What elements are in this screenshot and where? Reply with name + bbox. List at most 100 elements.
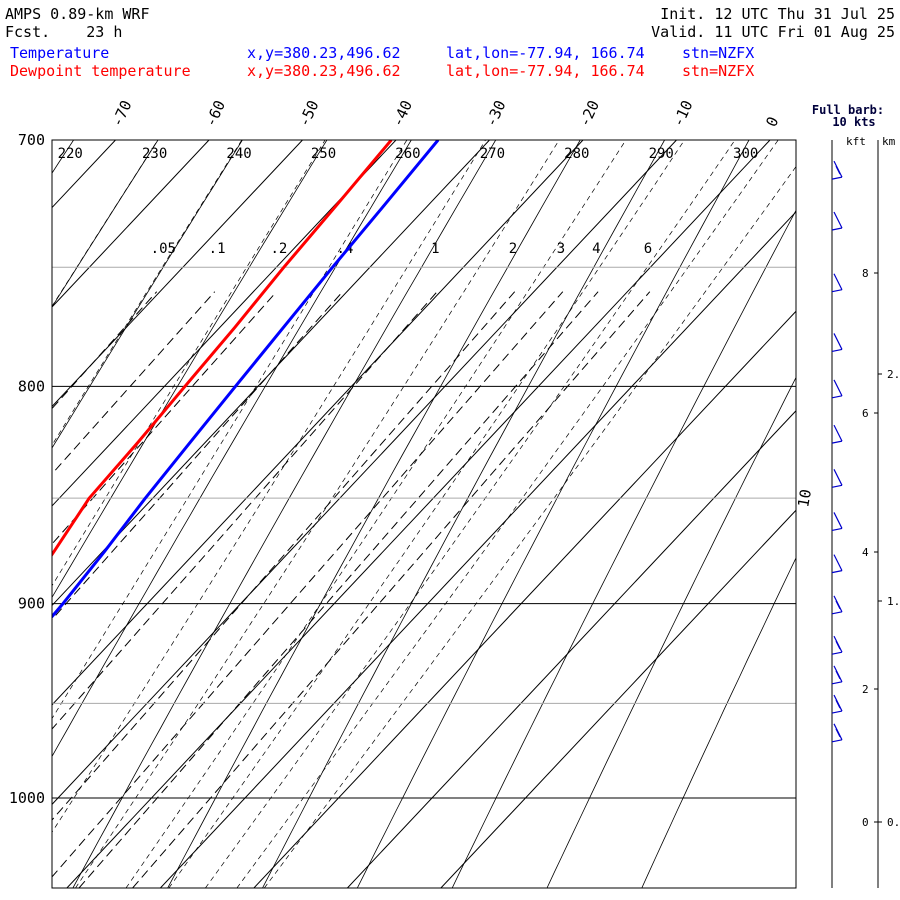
theta-label: 220 bbox=[58, 146, 83, 162]
legend-dewpoint-xy: x,y=380.23,496.62 bbox=[247, 62, 401, 80]
wind-barb-staff bbox=[831, 651, 843, 655]
isotherm-line bbox=[440, 509, 796, 888]
wind-barb-flag bbox=[833, 333, 843, 350]
dry-adiabat-line bbox=[546, 376, 796, 888]
temperature-profile-line bbox=[52, 140, 440, 619]
kft-label: kft bbox=[846, 135, 866, 148]
wind-barb-flag bbox=[833, 512, 843, 529]
wind-barb-staff bbox=[831, 176, 843, 180]
isotherm-line bbox=[52, 140, 584, 706]
dry-adiabat-line bbox=[52, 140, 243, 449]
wind-barb bbox=[831, 379, 843, 399]
isotherm-label: -30 bbox=[482, 98, 510, 130]
dry-adiabat-line bbox=[167, 140, 581, 888]
wind-barb bbox=[831, 723, 843, 743]
isotherm-line bbox=[52, 140, 116, 209]
legend-dewpoint-latlon: lat,lon=-77.94, 166.74 bbox=[446, 62, 645, 80]
wind-barb bbox=[831, 333, 843, 353]
isotherm-label-10: 10 bbox=[794, 488, 815, 509]
dry-adiabat-line bbox=[72, 140, 497, 888]
legend-temperature-name: Temperature bbox=[10, 44, 110, 62]
isotherm-line bbox=[253, 310, 796, 888]
mixing-ratio-line bbox=[52, 291, 343, 621]
isotherm-line bbox=[52, 140, 490, 607]
theta-label: 240 bbox=[226, 146, 251, 162]
legend-temperature-latlon: lat,lon=-77.94, 166.74 bbox=[446, 44, 645, 62]
dry-adiabat-line bbox=[451, 209, 796, 888]
mixing-ratio-label: .05 bbox=[151, 241, 176, 257]
mixing-ratio-label: .2 bbox=[270, 241, 287, 257]
legend-dewpoint-name: Dewpoint temperature bbox=[10, 62, 191, 80]
dry-adiabat-line bbox=[641, 557, 796, 888]
moist-adiabat-line bbox=[125, 140, 627, 888]
moist-adiabat-line bbox=[236, 140, 779, 888]
wind-barb-flag bbox=[833, 211, 843, 229]
isotherm-line bbox=[52, 140, 210, 308]
km-tick-label: 1. bbox=[887, 595, 900, 608]
wind-barb-staff bbox=[831, 611, 843, 615]
kft-tick-label: 0 bbox=[862, 816, 869, 829]
mixing-ratio-label: .1 bbox=[209, 241, 226, 257]
pressure-label: 1000 bbox=[9, 789, 45, 807]
kft-tick-label: 6 bbox=[862, 407, 869, 420]
dry-adiabat-line bbox=[52, 140, 412, 758]
theta-label: 260 bbox=[395, 146, 420, 162]
moist-adiabat-line bbox=[52, 140, 243, 446]
valid-time: Valid. 11 UTC Fri 01 Aug 25 bbox=[651, 23, 895, 41]
wind-barb-column: Full barb:10 kts kft km 8 6 4 2 0 2. 1. 0. bbox=[812, 103, 900, 888]
theta-label: 250 bbox=[311, 146, 336, 162]
mixing-ratio-line bbox=[52, 291, 516, 821]
model-title: AMPS 0.89-km WRF bbox=[5, 5, 150, 23]
barb-legend-line1: Full barb: bbox=[812, 103, 884, 117]
wind-barb-staff bbox=[831, 484, 843, 488]
theta-label: 230 bbox=[142, 146, 167, 162]
legend-dewpoint-stn: stn=NZFX bbox=[682, 62, 755, 80]
mixing-ratio-label: 1 bbox=[431, 241, 439, 257]
wind-barb bbox=[831, 211, 843, 231]
km-tick-label: 0. bbox=[887, 816, 900, 829]
moist-adiabat-line bbox=[52, 140, 326, 587]
moist-adiabat-line bbox=[52, 140, 159, 307]
mixing-ratio-label: 3 bbox=[557, 241, 565, 257]
theta-label: 280 bbox=[564, 146, 589, 162]
wind-barb bbox=[831, 635, 843, 655]
theta-label: 300 bbox=[733, 146, 758, 162]
wind-barb bbox=[831, 273, 843, 293]
wind-barb bbox=[831, 512, 843, 532]
wind-barb-staff bbox=[831, 739, 843, 743]
dry-adiabat-line bbox=[356, 140, 750, 888]
km-tick-label: 2. bbox=[887, 368, 900, 381]
fcst-label: Fcst. bbox=[5, 23, 51, 41]
mixing-ratio-line bbox=[52, 291, 438, 730]
wind-barb-staff bbox=[831, 227, 843, 231]
pressure-grid bbox=[52, 139, 796, 799]
wind-barb bbox=[831, 469, 843, 488]
mixing-ratio-line bbox=[78, 291, 599, 888]
pressure-label: 700 bbox=[18, 131, 45, 149]
dry-adiabat-line bbox=[52, 140, 74, 174]
wind-barb-half bbox=[835, 670, 841, 680]
isotherm-label: -20 bbox=[575, 98, 603, 130]
wind-barb-staff bbox=[831, 348, 843, 353]
wind-barb-half bbox=[835, 600, 841, 610]
legend-temperature-xy: x,y=380.23,496.62 bbox=[247, 44, 401, 62]
wind-barb-staff bbox=[831, 570, 843, 574]
isotherm-label: -50 bbox=[295, 98, 323, 130]
isotherm-label: -40 bbox=[388, 98, 416, 130]
mixing-ratio-line bbox=[52, 291, 158, 410]
mixing-ratio-label: 4 bbox=[592, 241, 600, 257]
isotherm-label: 0 bbox=[762, 114, 782, 130]
wind-barb-staff bbox=[831, 710, 843, 714]
plot-frame bbox=[51, 139, 797, 889]
isotherm-label: -70 bbox=[108, 98, 136, 130]
wind-barb-half bbox=[835, 640, 841, 650]
wind-barb bbox=[831, 160, 843, 180]
pressure-label: 900 bbox=[18, 595, 45, 613]
dry-adiabat-line bbox=[262, 140, 665, 888]
wind-barb-flag bbox=[833, 469, 843, 486]
legend-temperature-stn: stn=NZFX bbox=[682, 44, 755, 62]
wind-barb-staff bbox=[831, 289, 843, 293]
wind-barb-staff bbox=[831, 440, 843, 444]
profile-lines bbox=[52, 140, 440, 619]
